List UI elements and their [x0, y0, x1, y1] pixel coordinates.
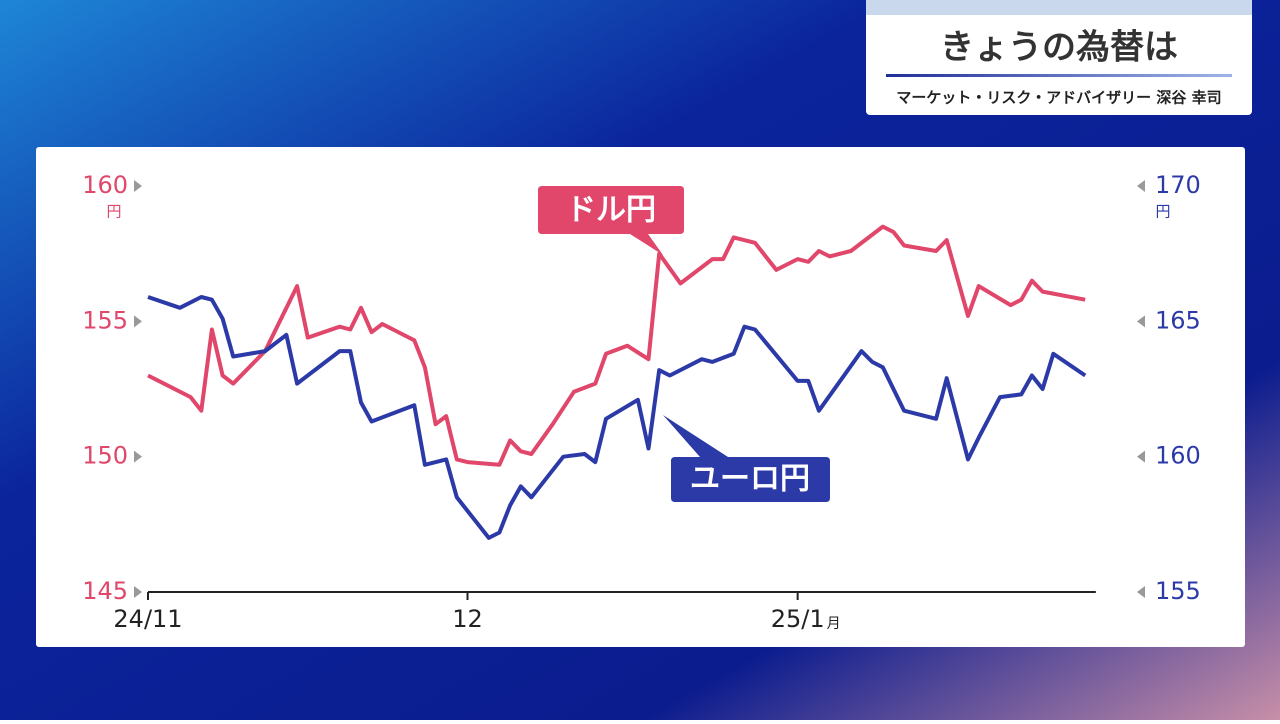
annotation-dollar: ドル円	[538, 186, 684, 255]
subtitle: マーケット・リスク・アドバイザリー 深谷 幸司	[896, 89, 1221, 107]
annotation-euro: ユーロ円	[663, 415, 830, 502]
y-tick-label: 145	[82, 577, 128, 605]
y-tick-label: 150	[82, 442, 128, 470]
x-tick-label: 24/11	[113, 605, 182, 633]
series-line	[147, 224, 1086, 467]
title-box	[866, 0, 1252, 115]
y2-tick-mark	[1137, 586, 1145, 598]
y2-tick-label: 165	[1155, 306, 1201, 334]
x-tick-label: 25/1	[771, 605, 825, 633]
y2-tick-label: 155	[1155, 577, 1201, 605]
plot: 145 150 155 160 155 160 165 170 円 円 24/11 12 25/1 月	[82, 171, 1201, 633]
y-unit: 円	[106, 203, 121, 221]
y2-tick-mark	[1137, 180, 1145, 192]
y2-tick-mark	[1137, 450, 1145, 463]
callout	[538, 186, 684, 255]
series-label: ドル円	[566, 193, 656, 228]
y2-tick-label: 160	[1155, 442, 1201, 470]
y-tick-mark	[134, 450, 142, 463]
y-tick-label: 155	[82, 306, 128, 334]
y2-tick-mark	[1137, 315, 1145, 328]
y-tick-mark	[134, 180, 142, 192]
title-strip	[866, 0, 1252, 15]
y2-tick-label: 170	[1155, 171, 1201, 199]
y-tick-label: 160	[82, 171, 128, 199]
series-line	[147, 295, 1087, 540]
callout	[663, 415, 830, 502]
chart-panel	[36, 147, 1245, 647]
x-tick-unit: 月	[827, 616, 841, 632]
x-tick-label: 12	[452, 605, 483, 633]
y2-unit: 円	[1155, 203, 1170, 221]
y-tick-mark	[134, 586, 142, 598]
title: きょうの為替は	[940, 28, 1178, 68]
title-underline	[886, 74, 1232, 77]
series-label: ユーロ円	[690, 462, 810, 497]
y-tick-mark	[134, 315, 142, 328]
